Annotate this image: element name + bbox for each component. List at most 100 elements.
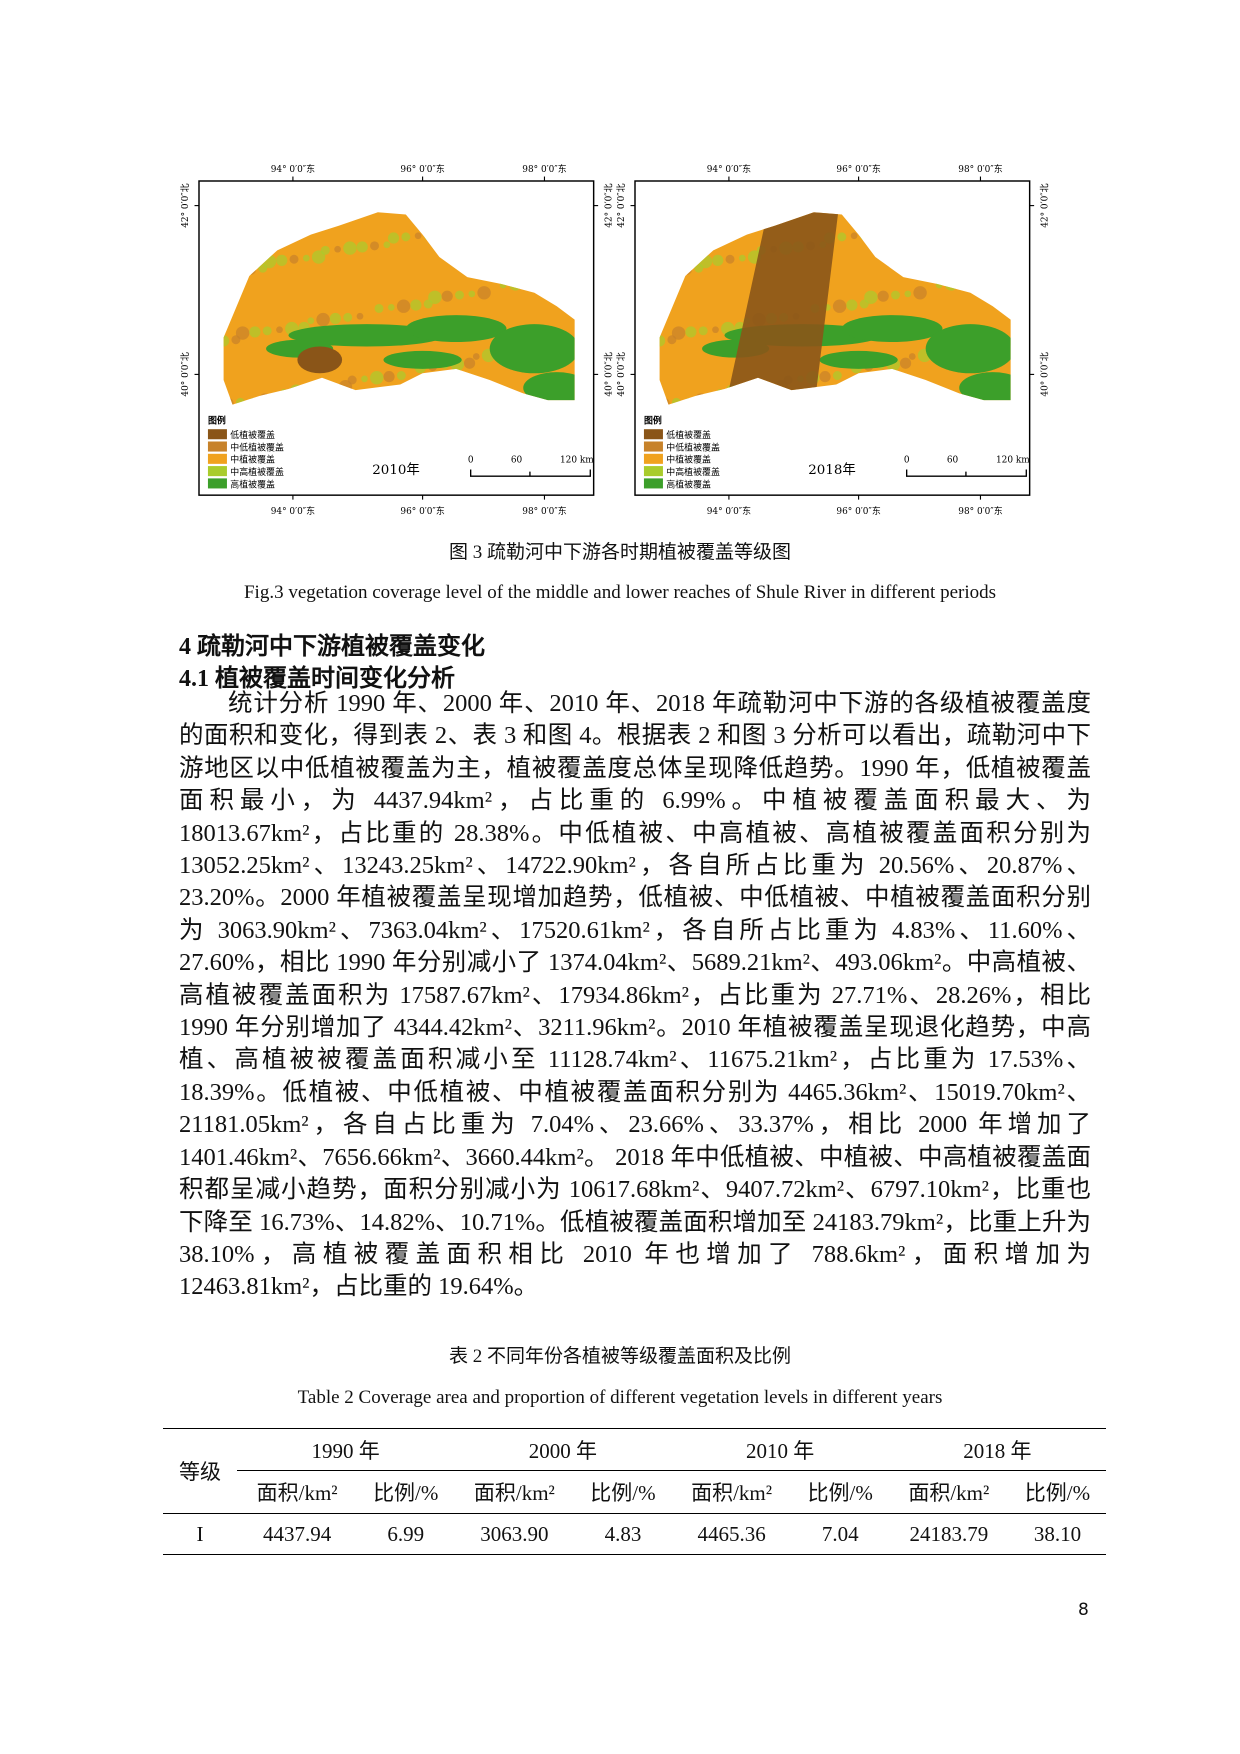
- patch: [356, 241, 368, 253]
- patch: [725, 254, 735, 264]
- patch: [468, 290, 476, 298]
- green-patch: [489, 324, 575, 374]
- lat-label: 42° 0′0″北: [604, 183, 615, 227]
- lon-label: 98° 0′0″东: [522, 505, 566, 517]
- legend-label: 高植被覆盖: [666, 478, 711, 490]
- subheader-cell: 面积/km²: [888, 1470, 1009, 1514]
- patch: [370, 241, 379, 251]
- subheader-cell: 面积/km²: [237, 1470, 358, 1514]
- table-cell: I: [196, 1521, 204, 1546]
- scale-label: 60: [947, 456, 959, 466]
- table-cell: 7.04: [821, 1521, 859, 1546]
- patch: [864, 290, 878, 304]
- scale-label: 0: [468, 456, 474, 466]
- lon-label: 98° 0′0″东: [958, 505, 1002, 517]
- map: 94° 0′0″东 94° 0′0″东 96° 0′0″东 96° 0′0″东 98° …: [180, 163, 615, 517]
- patch: [463, 357, 476, 369]
- lon-label: 98° 0′0″东: [958, 163, 1002, 175]
- patch: [846, 299, 858, 311]
- table-cell: 38.10: [1033, 1521, 1082, 1546]
- patch: [913, 286, 927, 300]
- subheader-cell: 比例/%: [791, 1470, 889, 1514]
- patch: [249, 326, 261, 338]
- lon-label: 96° 0′0″东: [400, 163, 444, 175]
- patch: [329, 312, 341, 325]
- patch: [356, 312, 364, 320]
- patch: [235, 326, 250, 340]
- patch: [302, 254, 310, 262]
- legend-label: 中植被覆盖: [230, 454, 275, 466]
- patch: [262, 326, 272, 336]
- lat-label: 40° 0′0″北: [180, 352, 191, 396]
- paragraph: 统计分析 1990 年、2000 年、2010 年、2018 年疏勒河中下游的各…: [179, 690, 1091, 1301]
- patch: [455, 290, 464, 300]
- patch: [370, 371, 384, 385]
- lon-label: 96° 0′0″东: [836, 163, 880, 175]
- legend-title: 图例: [208, 415, 226, 427]
- legend-swatch: [207, 429, 227, 440]
- patch: [837, 232, 847, 242]
- section-heading: 4 疏勒河中下游植被覆盖变化: [179, 634, 485, 660]
- patch: [334, 245, 341, 253]
- scale-label: 120 km: [996, 456, 1030, 466]
- brown-patch: [297, 346, 343, 374]
- patch: [383, 241, 391, 249]
- table-caption-en: Table 2 Coverage area and proportion of …: [297, 1387, 943, 1408]
- patch: [899, 357, 912, 369]
- patch: [320, 245, 330, 255]
- lat-label: 40° 0′0″北: [1040, 352, 1051, 396]
- lon-label: 96° 0′0″东: [836, 505, 880, 517]
- legend-label: 中低植被覆盖: [230, 441, 284, 453]
- legend-swatch: [643, 453, 663, 464]
- lon-label: 94° 0′0″东: [707, 505, 751, 517]
- legend-label: 中低植被覆盖: [666, 441, 720, 453]
- legend-label: 低植被覆盖: [230, 429, 275, 441]
- subheader-cell: 面积/km²: [671, 1470, 792, 1514]
- lat-label: 40° 0′0″北: [604, 352, 615, 396]
- lat-label: 42° 0′0″北: [1040, 183, 1051, 227]
- subsection-heading: 4.1 植被覆盖时间变化分析: [179, 666, 455, 692]
- legend-label: 中植被覆盖: [666, 454, 711, 466]
- patch: [347, 375, 357, 385]
- green-patch: [819, 350, 898, 369]
- scale-label: 120 km: [560, 456, 594, 466]
- header-cell: 2010 年: [671, 1428, 889, 1471]
- patch: [685, 326, 697, 338]
- patch: [401, 232, 411, 242]
- subheader-cell: 比例/%: [1008, 1470, 1106, 1514]
- patch: [904, 290, 912, 298]
- header-cell: 1990 年: [237, 1428, 455, 1471]
- patch: [877, 290, 889, 302]
- table: 等级 1990 年 2000 年 2010 年 2018 年面积/km² 比例/% 面积/k…: [163, 1428, 1106, 1555]
- lon-label: 94° 0′0″东: [271, 505, 315, 517]
- figure-caption-en: Fig.3 vegetation coverage level of the m…: [243, 582, 996, 603]
- lon-label: 98° 0′0″东: [522, 163, 566, 175]
- green-patch: [959, 372, 1011, 404]
- legend-label: 低植被覆盖: [666, 429, 711, 441]
- patch: [712, 326, 719, 334]
- patch: [659, 335, 666, 347]
- patch: [276, 254, 288, 266]
- table-row: 面积/km² 比例/% 面积/km² 比例/% 面积/km² 比例/% 面积/km² 比例/%: [163, 1470, 1106, 1514]
- scale-bar: [906, 469, 1027, 477]
- scale-label: 0: [904, 456, 910, 466]
- legend-swatch: [643, 478, 663, 489]
- legend-swatch: [207, 478, 227, 489]
- table-cell: 3063.90: [480, 1521, 549, 1546]
- patch: [387, 303, 395, 311]
- green-patch: [288, 324, 445, 347]
- patch: [383, 371, 395, 383]
- patch: [361, 375, 368, 383]
- patch: [441, 290, 453, 302]
- patch: [396, 299, 411, 313]
- patch: [712, 254, 724, 266]
- patch: [410, 299, 422, 311]
- table-cell: 4437.94: [262, 1521, 332, 1546]
- legend-swatch: [643, 466, 663, 477]
- green-patch: [523, 372, 575, 404]
- patch: [698, 326, 708, 336]
- scale-bar: [470, 469, 591, 477]
- patch: [374, 303, 384, 313]
- patch: [832, 299, 847, 313]
